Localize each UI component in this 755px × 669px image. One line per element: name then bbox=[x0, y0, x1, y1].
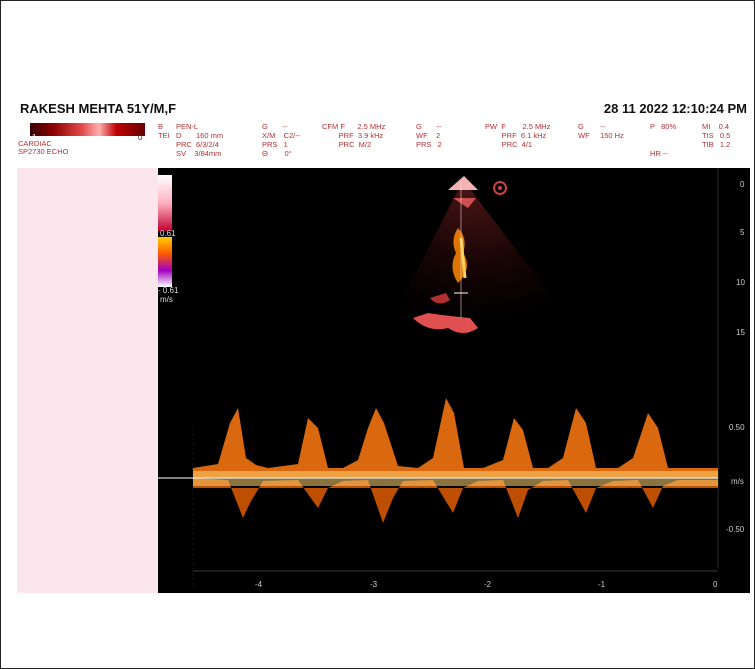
doppler-spectrum bbox=[193, 398, 718, 523]
param-gain-2: G -- WF 2 PRS 2 bbox=[416, 122, 442, 149]
velocity-color-scale bbox=[158, 175, 174, 290]
echo-sector bbox=[403, 180, 553, 321]
scale-unit: m/s bbox=[160, 295, 173, 304]
depth-mark-5: 5 bbox=[740, 228, 745, 237]
scale-positive-gradient bbox=[158, 175, 172, 231]
ultrasound-display bbox=[158, 168, 750, 593]
velocity-mark-positive: 0.50 bbox=[729, 423, 745, 432]
param-cfm: CFM F 2.5 MHz PRF 3.9 kHz PRC M/2 bbox=[322, 122, 386, 149]
param-gain-1: G -- X/M C2/-- PRS 1 Θ 0° bbox=[262, 122, 301, 158]
param-gain-3: G -- WF 150 Hz bbox=[578, 122, 624, 140]
time-mark-minus2: -2 bbox=[484, 580, 492, 589]
colorbar-left-label: 1 bbox=[32, 133, 37, 142]
depth-mark-10: 10 bbox=[736, 278, 745, 287]
orientation-marker bbox=[493, 181, 507, 195]
depth-mark-15: 15 bbox=[736, 328, 745, 337]
time-mark-minus4: -4 bbox=[255, 580, 263, 589]
velocity-mark-negative: -0.50 bbox=[726, 525, 745, 534]
sector-apex bbox=[453, 198, 476, 208]
time-mark-minus1: -1 bbox=[598, 580, 606, 589]
scale-top-value: 0.61 bbox=[160, 229, 176, 238]
depth-mark-0: 0 bbox=[740, 180, 745, 189]
scale-negative-gradient bbox=[158, 237, 172, 287]
probe-label: SP2730 ECHO bbox=[18, 147, 69, 156]
left-side-panel bbox=[17, 168, 158, 593]
param-pw: PW F 2.5 MHz PRF 6.1 kHz PRC 4/1 bbox=[485, 122, 551, 149]
ultrasound-image bbox=[158, 168, 719, 588]
time-mark-minus3: -3 bbox=[370, 580, 378, 589]
transducer-marker bbox=[448, 176, 478, 190]
velocity-unit: m/s bbox=[731, 477, 744, 486]
param-penl: PEN-L D 160 mm PRC 6/3/2/4 SV 3/84mm bbox=[176, 122, 224, 158]
time-mark-zero: 0 bbox=[713, 580, 718, 589]
gray-color-map-bar bbox=[30, 123, 145, 136]
exam-datetime: 28 11 2022 12:10:24 PM bbox=[603, 101, 747, 116]
spectrum-reverse-flow bbox=[193, 478, 718, 523]
valve-plane bbox=[413, 313, 478, 333]
scale-bottom-value: - 0.61 bbox=[158, 286, 179, 295]
orientation-marker-dot bbox=[498, 186, 502, 190]
color-flow-core bbox=[459, 237, 467, 279]
param-power: P 80% HR -- bbox=[650, 122, 677, 158]
spectrum-forward-flow bbox=[193, 398, 718, 478]
preset-label: CARDIAC bbox=[18, 139, 52, 148]
param-mechanical-index: MI 0.4 TIS 0.5 TIB 1.2 bbox=[702, 122, 731, 149]
patient-name-age: RAKESH MEHTA 51Y/M,F bbox=[20, 101, 177, 116]
colorbar-right-label: 0 bbox=[138, 133, 143, 142]
param-mode-b: B TEI bbox=[158, 122, 170, 140]
atrium-wall bbox=[430, 293, 450, 304]
